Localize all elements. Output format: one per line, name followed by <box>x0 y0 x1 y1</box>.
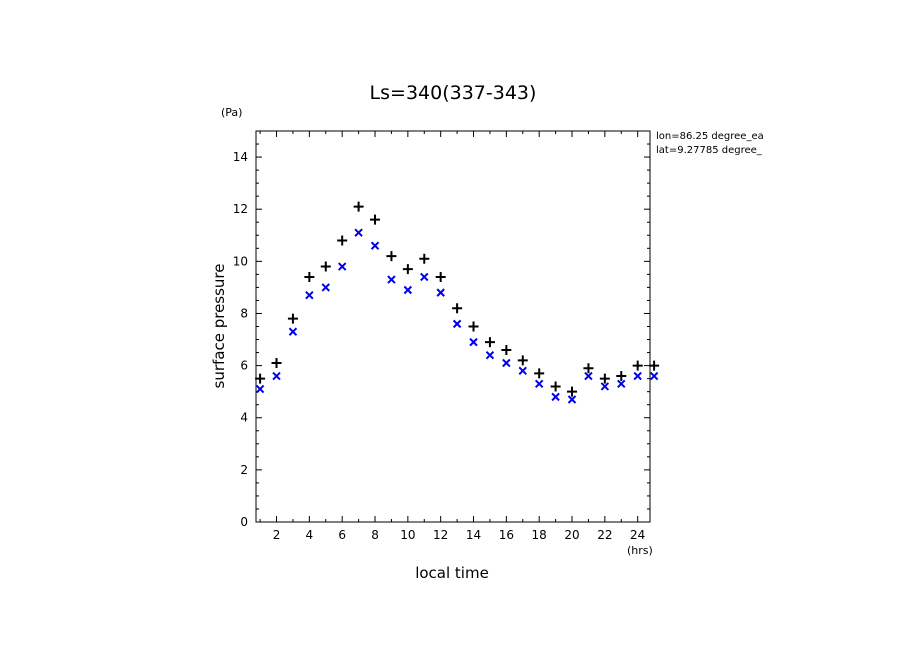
series-1-plus-marker <box>353 201 364 212</box>
y-unit-label: (Pa) <box>221 106 242 119</box>
x-tick-label: 24 <box>630 528 645 542</box>
series-1-plus-marker <box>402 264 413 275</box>
x-tick-label: 16 <box>499 528 514 542</box>
x-tick-label: 10 <box>400 528 415 542</box>
series-1-plus-marker <box>632 360 643 371</box>
x-unit-label: (hrs) <box>627 544 653 557</box>
y-tick-label: 10 <box>233 254 248 268</box>
series-2-x-marker <box>370 241 380 250</box>
x-tick-label: 2 <box>273 528 281 542</box>
data-marks <box>255 201 660 404</box>
y-tick-label: 2 <box>240 463 248 477</box>
series-2-x-marker <box>272 371 281 381</box>
series-1-plus-marker <box>501 344 512 355</box>
series-2-x-marker <box>255 384 265 394</box>
series-1-plus-marker <box>534 368 545 379</box>
series-2-x-marker <box>617 379 626 389</box>
series-2-x-marker <box>551 392 560 402</box>
x-tick-label: 6 <box>338 528 346 542</box>
y-tick-label: 6 <box>240 359 248 373</box>
plot-frame <box>255 130 651 523</box>
series-2-x-marker <box>452 319 462 329</box>
x-axis-label: local time <box>415 564 489 582</box>
series-1-plus-marker <box>550 381 561 392</box>
series-2-x-marker <box>567 395 577 404</box>
series-2-x-marker <box>436 288 445 297</box>
series-1-plus-marker <box>271 357 282 368</box>
series-1-plus-marker <box>468 321 479 332</box>
annotation-lat: lat=9.27785 degree_ <box>656 145 763 156</box>
x-tick-label: 20 <box>564 528 579 542</box>
series-2-x-marker <box>534 379 544 389</box>
series-2-x-marker <box>518 366 527 376</box>
x-tick-label: 22 <box>597 528 612 542</box>
series-2-x-marker <box>321 283 330 292</box>
series-1-plus-marker <box>452 303 463 314</box>
series-1-plus-marker <box>616 371 627 382</box>
series-2-x-marker <box>403 285 413 295</box>
y-tick-label: 14 <box>233 150 248 164</box>
series-1-plus-marker <box>599 373 610 384</box>
series-1-plus-marker <box>567 386 578 397</box>
series-1-plus-marker <box>419 253 430 264</box>
chart-title: Ls=340(337-343) <box>370 82 537 104</box>
x-tick-label: 8 <box>371 528 379 542</box>
series-1-plus-marker <box>255 373 266 384</box>
series-1-plus-marker <box>484 337 495 348</box>
annotation-lon: lon=86.25 degree_ea <box>656 131 764 142</box>
series-1-plus-marker <box>320 261 331 272</box>
series-1-plus-marker <box>287 313 298 324</box>
y-tick-label: 4 <box>240 411 248 425</box>
x-tick-label: 4 <box>306 528 314 542</box>
series-1-plus-marker <box>583 363 594 374</box>
series-2-x-marker <box>600 382 610 391</box>
y-axis-label: surface pressure <box>210 264 228 389</box>
series-2-x-marker <box>584 371 593 381</box>
series-2-x-marker <box>485 350 495 360</box>
series-1-plus-marker <box>304 271 315 282</box>
x-tick-label: 18 <box>532 528 547 542</box>
series-1-plus-marker <box>370 214 381 225</box>
series-2-x-marker <box>354 228 363 237</box>
series-2-x-marker <box>420 272 429 282</box>
series-2-x-marker <box>469 337 478 347</box>
y-tick-label: 8 <box>240 306 248 320</box>
series-2-x-marker <box>502 358 511 368</box>
y-tick-label: 0 <box>240 515 248 529</box>
x-tick-label: 14 <box>466 528 481 542</box>
series-2-x-marker <box>337 262 347 271</box>
series-1-plus-marker <box>337 235 348 246</box>
series-2-x-marker <box>649 371 659 381</box>
series-1-plus-marker <box>386 251 397 262</box>
y-tick-label: 12 <box>233 202 248 216</box>
series-2-x-marker <box>288 327 298 336</box>
series-2-x-marker <box>305 291 314 300</box>
series-1-plus-marker <box>517 355 528 366</box>
series-2-x-marker <box>387 275 396 284</box>
series-1-plus-marker <box>649 360 660 371</box>
series-1-plus-marker <box>435 271 446 282</box>
series-2-x-marker <box>633 371 642 381</box>
x-tick-label: 12 <box>433 528 448 542</box>
